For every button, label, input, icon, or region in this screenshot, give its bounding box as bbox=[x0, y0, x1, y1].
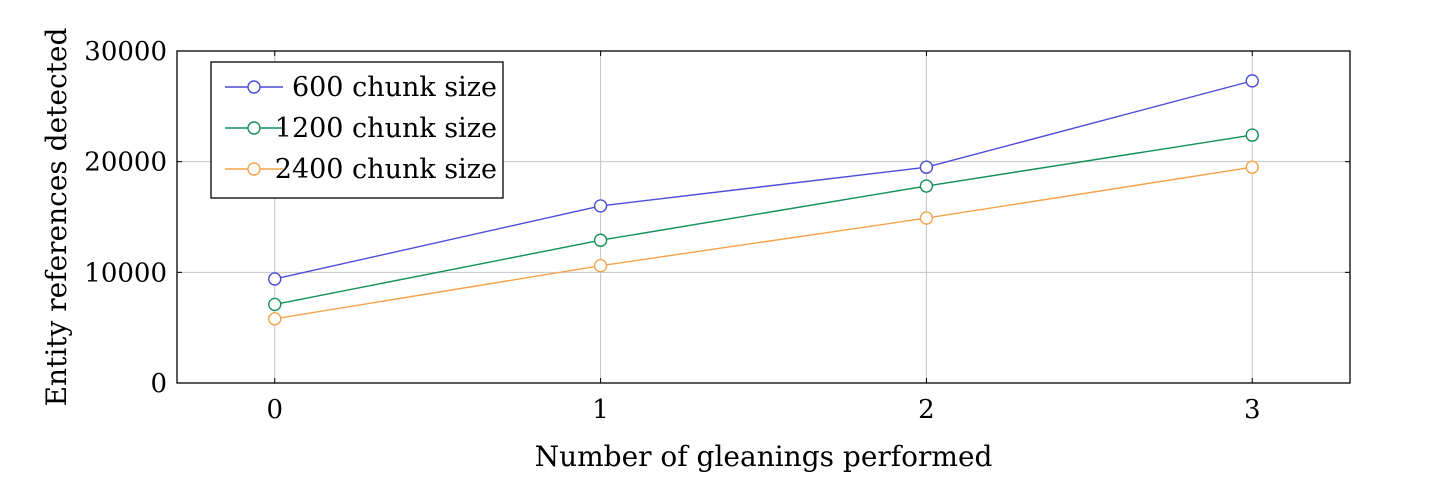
legend-marker bbox=[247, 162, 261, 176]
series-lines bbox=[274, 80, 1253, 320]
data-point bbox=[268, 297, 282, 312]
legend-label: 2400 chunk size bbox=[275, 154, 497, 185]
data-point bbox=[1245, 74, 1259, 88]
data-point bbox=[1245, 128, 1259, 142]
y-tick-label: 0 bbox=[150, 369, 167, 399]
y-tick-label: 30000 bbox=[84, 37, 167, 67]
x-tick-label: 1 bbox=[592, 395, 609, 425]
series-line bbox=[274, 134, 1253, 306]
series-line bbox=[274, 80, 1253, 280]
legend-marker bbox=[247, 121, 261, 135]
y-tick-label: 10000 bbox=[84, 258, 167, 288]
data-point bbox=[268, 272, 282, 286]
x-tick-label: 2 bbox=[918, 395, 935, 425]
legend: 600 chunk size 1200 chunk size 2400 chunk … bbox=[210, 61, 504, 199]
data-point bbox=[919, 160, 934, 174]
data-point bbox=[919, 211, 934, 225]
legend-marker bbox=[247, 80, 261, 94]
legend-label: 1200 chunk size bbox=[275, 113, 497, 144]
series-markers bbox=[268, 74, 1259, 326]
x-tick-label: 0 bbox=[266, 395, 283, 425]
x-axis-label: Number of gleanings performed bbox=[535, 440, 993, 473]
data-point bbox=[919, 179, 934, 193]
y-tick-label: 20000 bbox=[84, 148, 167, 178]
y-axis-label: Entity references detected bbox=[40, 28, 73, 407]
x-tick-label: 3 bbox=[1244, 395, 1261, 425]
data-point bbox=[268, 312, 282, 326]
plot-frame bbox=[176, 50, 1351, 384]
data-point bbox=[593, 258, 608, 273]
data-point bbox=[593, 233, 608, 247]
data-point bbox=[1245, 160, 1259, 174]
series-line bbox=[274, 166, 1253, 320]
data-point bbox=[593, 199, 608, 213]
axis-ticks: 0 1 2 3 0 10000 20000 30000 bbox=[84, 37, 1350, 425]
legend-label: 600 chunk size bbox=[292, 72, 497, 103]
